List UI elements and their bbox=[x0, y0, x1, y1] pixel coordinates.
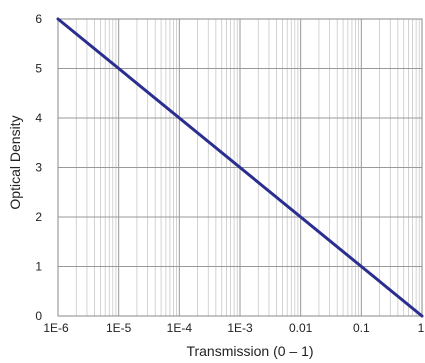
x-tick-label: 1E-4 bbox=[167, 321, 193, 335]
plot-frame bbox=[57, 18, 423, 317]
series-layer bbox=[56, 17, 424, 318]
y-tick-label: 1 bbox=[35, 260, 42, 274]
y-tick-label: 2 bbox=[35, 210, 42, 224]
x-tick-label: 1 bbox=[418, 321, 425, 335]
y-axis-label: Optical Density bbox=[7, 115, 23, 209]
y-tick-label: 0 bbox=[35, 309, 42, 323]
y-tick-label: 5 bbox=[35, 62, 42, 76]
y-tick-label: 6 bbox=[35, 12, 42, 26]
series-line bbox=[56, 17, 424, 318]
x-tick-label: 0.1 bbox=[353, 321, 370, 335]
x-axis-label: Transmission (0 – 1) bbox=[186, 343, 313, 359]
y-tick-label: 4 bbox=[35, 111, 42, 125]
x-tick-label: 1E-5 bbox=[106, 321, 132, 335]
y-tick-label: 3 bbox=[35, 161, 42, 175]
x-tick-label: 1E-3 bbox=[227, 321, 253, 335]
x-tick-label: 1E-6 bbox=[43, 321, 69, 335]
x-tick-label: 0.01 bbox=[289, 321, 313, 335]
y-tick-labels: 0 1 2 3 4 5 6 bbox=[35, 12, 42, 323]
x-tick-labels: 1E-6 1E-5 1E-4 1E-3 0.01 0.1 1 bbox=[43, 321, 424, 335]
